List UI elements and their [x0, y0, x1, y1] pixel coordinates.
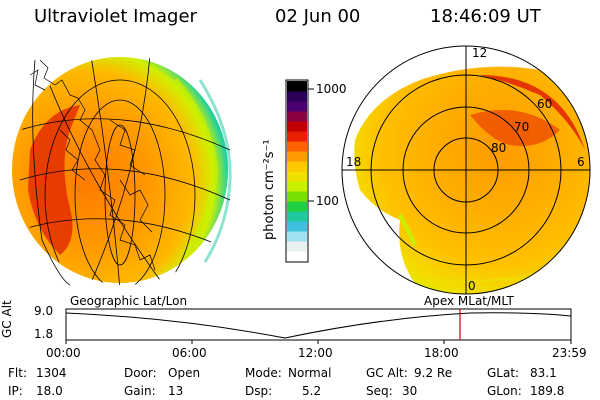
timeline-plot [65, 308, 572, 344]
mlt-label-0: 0 [468, 279, 476, 293]
mode-label: Mode: [245, 366, 282, 380]
colorbar-swatch [287, 241, 307, 252]
flt-value: 1304 [36, 366, 67, 380]
flt-label: Flt: [8, 366, 27, 380]
glon-value: 189.8 [530, 384, 565, 398]
gcalt-label: GC Alt: [366, 366, 408, 380]
glon-label: GLon: [487, 384, 522, 398]
mode-value: Normal [288, 366, 332, 380]
colorbar-swatch [287, 121, 307, 132]
colorbar-tick-1000: 1000 [316, 82, 347, 96]
colorbar-swatch [287, 171, 307, 182]
right-panel-label: Apex MLat/MLT [424, 294, 514, 308]
colorbar-swatch [287, 81, 307, 92]
timeline-xtick-1200: 12:00 [298, 346, 333, 360]
colorbar-swatch [287, 141, 307, 152]
gain-label: Gain: [124, 384, 156, 398]
colorbar-swatch [287, 231, 307, 242]
glat-label: GLat: [487, 366, 520, 380]
timeline-ytick-9: 9.0 [34, 304, 54, 318]
colorbar-swatch [287, 191, 307, 202]
dsp-value: 5.2 [302, 384, 322, 398]
colorbar-swatch [287, 181, 307, 192]
timeline-xtick-1800: 18:00 [424, 346, 459, 360]
mlat-label-70: 70 [514, 120, 530, 134]
glat-value: 83.1 [530, 366, 557, 380]
colorbar-unit-label: photon cm⁻²s⁻¹ [262, 139, 277, 240]
ip-label: IP: [8, 384, 23, 398]
timeline-xtick-0000: 00:00 [46, 346, 81, 360]
door-label: Door: [124, 366, 157, 380]
colorbar-swatch [287, 111, 307, 122]
colorbar-swatch [287, 101, 307, 112]
timeline-xtick-2359: 23:59 [552, 346, 587, 360]
left-panel-label: Geographic Lat/Lon [70, 294, 188, 308]
observation-date: 02 Jun 00 [275, 6, 361, 27]
colorbar-swatch [287, 251, 307, 262]
door-value: Open [168, 366, 201, 380]
mlat-label-80: 80 [491, 141, 507, 155]
colorbar-swatch [287, 131, 307, 142]
timeline-axis-label: GC Alt [0, 300, 14, 338]
colorbar-tick-100: 100 [316, 194, 339, 208]
colorbar-swatch [287, 211, 307, 222]
seq-value: 30 [402, 384, 418, 398]
colorbar-swatch [287, 151, 307, 162]
ip-value: 18.0 [36, 384, 63, 398]
dsp-label: Dsp: [245, 384, 273, 398]
gcalt-value: 9.2 Re [414, 366, 453, 380]
left-geographic-image [12, 55, 232, 286]
mlt-label-6: 6 [577, 155, 585, 169]
colorbar [285, 79, 314, 263]
seq-label: Seq: [366, 384, 393, 398]
timeline-ytick-1-8: 1.8 [34, 327, 54, 341]
instrument-title: Ultraviolet Imager [34, 6, 197, 27]
timeline-xtick-0600: 06:00 [172, 346, 207, 360]
mlt-label-18: 18 [346, 155, 362, 169]
colorbar-swatch [287, 201, 307, 212]
colorbar-swatch [287, 221, 307, 232]
observation-time: 18:46:09 UT [430, 6, 541, 27]
gain-value: 13 [168, 384, 184, 398]
mlat-label-60: 60 [537, 97, 553, 111]
colorbar-swatch [287, 91, 307, 102]
mlt-label-12: 12 [472, 46, 488, 60]
colorbar-swatch [287, 161, 307, 172]
right-polar-image [341, 45, 591, 295]
